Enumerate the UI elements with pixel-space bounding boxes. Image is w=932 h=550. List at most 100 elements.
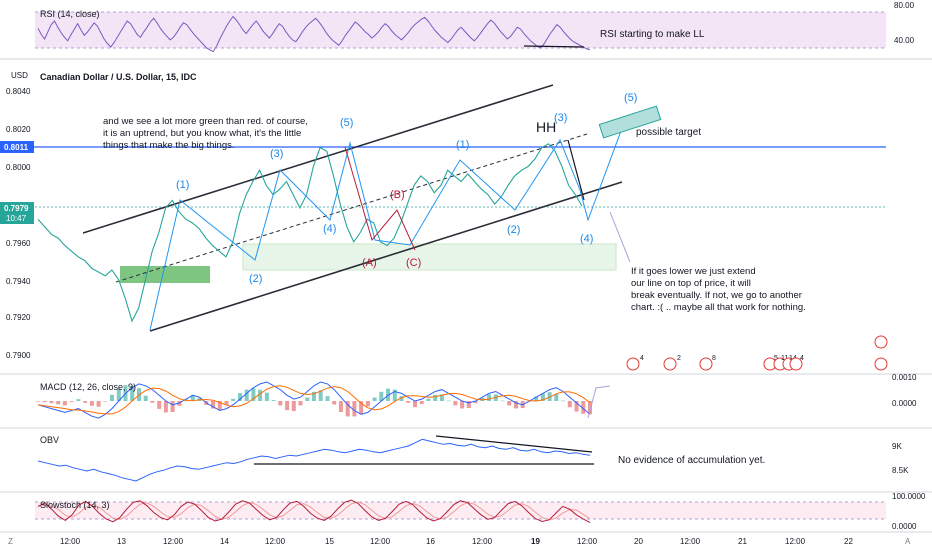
macd-hist-bar [419, 401, 424, 405]
channel-top [82, 84, 554, 234]
time-tick: 12:00 [472, 537, 493, 546]
macd-hist-bar [359, 401, 364, 414]
level-badge-text: 0.8011 [4, 143, 29, 152]
stoch-label: Slowstoch (14, 3) [40, 500, 110, 510]
macd-hist-bar [285, 401, 290, 411]
flag-icon[interactable] [874, 357, 888, 371]
wave-label-abc: (A) [362, 257, 377, 269]
projection-arrow [609, 211, 631, 263]
price-scale[interactable]: 0.8040 0.8020 0.8000 0.7960 0.7940 0.792… [0, 87, 34, 360]
macd-hist-bar [62, 401, 67, 406]
macd-hist-bar [83, 401, 88, 403]
macd-hist-bar [439, 394, 444, 401]
macd-hist-bar [514, 401, 518, 409]
price-pane[interactable]: USD Canadian Dollar / U.S. Dollar, 15, I… [0, 71, 888, 371]
rsi-note: RSI starting to make LL [600, 29, 705, 40]
macd-hist-bar [130, 385, 135, 401]
macd-hist-bar [116, 388, 121, 401]
auto-scale-icon[interactable]: A [905, 537, 911, 546]
wave-label: (5) [340, 117, 353, 129]
lower-note-line: our line on top of price, it will [631, 278, 751, 289]
time-tick: 22 [844, 537, 853, 546]
level-badge [0, 141, 34, 153]
signal-line [37, 385, 591, 415]
stoch-scale-bottom: 0.0000 [892, 522, 917, 531]
macd-hist-bar [433, 394, 438, 401]
event-count: 11 [781, 355, 788, 362]
macd-label: MACD (12, 26, close, 9) [40, 382, 136, 392]
lower-note-line: break eventually. If not, we go to anoth… [631, 290, 802, 301]
macd-hist-bar [312, 391, 316, 401]
macd-hist-bar [244, 389, 249, 401]
price-tick: 0.7960 [6, 239, 31, 248]
wave-label: (3) [554, 112, 567, 124]
flag-icon[interactable] [626, 357, 640, 371]
macd-hist-bar [487, 394, 491, 401]
macd-pane[interactable]: MACD (12, 26, close, 9) 0.0010 0.0000 [36, 373, 917, 419]
macd-hist-bar [89, 401, 94, 406]
abc-path [344, 146, 416, 251]
stoch-pane[interactable]: Slowstoch (14, 3) 100.0000 0.0000 [35, 492, 926, 531]
rsi-pane[interactable]: RSI (14, close) RSI starting to make LL … [35, 1, 915, 53]
macd-hist-bar [231, 398, 236, 401]
macd-hist-bar [190, 394, 195, 401]
macd-hist-bar [507, 401, 512, 406]
price-line [37, 143, 583, 323]
time-tick: 20 [634, 537, 643, 546]
time-tick: 13 [117, 537, 126, 546]
obv-resistance-line [435, 435, 593, 453]
last-price-text: 0.7979 [4, 204, 29, 213]
macd-hist-bar [36, 401, 40, 402]
hh-label: HH [536, 119, 556, 135]
price-tick: 0.7920 [6, 313, 31, 322]
price-tick: 0.8020 [6, 125, 31, 134]
possible-target-label: possible target [636, 127, 701, 138]
obv-label: OBV [40, 435, 59, 445]
macd-hist-bar [150, 401, 155, 403]
time-tick: 12:00 [785, 537, 806, 546]
time-axis[interactable]: Z 12:00 13 12:00 14 12:00 15 12:00 16 12… [0, 531, 932, 546]
target-box[interactable] [598, 105, 662, 139]
time-tick: 12:00 [577, 537, 598, 546]
obv-scale-top: 9K [892, 442, 902, 451]
rsi-line [37, 15, 591, 53]
macd-hist-bar [453, 401, 458, 406]
flag-icon[interactable] [789, 357, 803, 371]
macd-hist-bar [399, 396, 404, 401]
commentary-line: and we see a lot more green than red. of… [103, 116, 308, 127]
time-tick: 12:00 [163, 537, 184, 546]
time-tick: 15 [325, 537, 334, 546]
time-tick: 16 [426, 537, 435, 546]
macd-hist-bar [170, 401, 175, 412]
macd-hist-bar [251, 388, 256, 401]
wave-label: (1) [176, 179, 189, 191]
obv-note: No evidence of accumulation yet. [618, 455, 765, 466]
wave-label-abc: (C) [406, 257, 421, 269]
obv-pane[interactable]: OBV No evidence of accumulation yet. 9K … [37, 435, 909, 482]
stoch-scale-top: 100.0000 [892, 492, 926, 501]
alert-icon[interactable] [874, 335, 888, 349]
price-tick: 0.7900 [6, 351, 31, 360]
zoom-icon[interactable]: Z [8, 537, 13, 546]
macd-hist-bar [211, 401, 215, 409]
macd-hist-bar [224, 401, 229, 405]
flag-icon[interactable] [699, 357, 713, 371]
time-tick: 21 [738, 537, 747, 546]
event-markers[interactable]: 4 2 8 5 11 14 4 [626, 335, 888, 371]
event-count: 8 [712, 355, 716, 362]
macd-hist-bar [318, 390, 323, 401]
macd-hist-bar [446, 400, 451, 402]
rsi-band [35, 12, 886, 48]
rsi-ll-trendline [523, 45, 585, 48]
event-count: 2 [677, 355, 681, 362]
event-count: 4 [800, 355, 804, 362]
channel-bottom [149, 181, 623, 332]
flag-icon[interactable] [663, 357, 677, 371]
macd-hist-bar [157, 401, 162, 409]
rsi-scale-top: 80.00 [894, 1, 915, 10]
stoch-d-line [37, 501, 591, 521]
macd-hist-bar [69, 401, 74, 402]
time-tick: 12:00 [370, 537, 391, 546]
macd-hist-bar [258, 389, 263, 401]
macd-hist-bar [413, 401, 417, 408]
